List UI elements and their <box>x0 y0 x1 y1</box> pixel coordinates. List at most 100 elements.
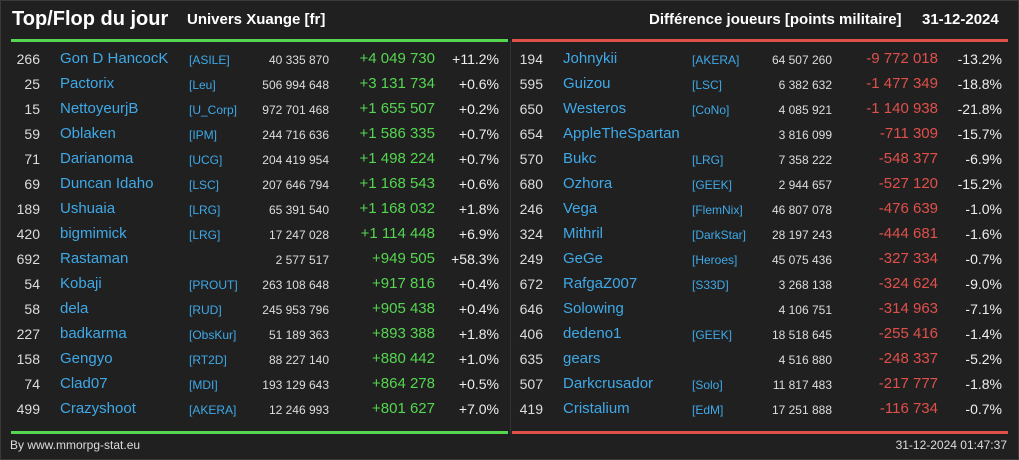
percent-change: +6.9% <box>458 226 499 242</box>
alliance-tag-link[interactable]: [CoNo] <box>692 103 730 117</box>
top-row: 158 Gengyo [RT2D] 88 227 140 +880 442 +1.0% <box>0 347 500 372</box>
alliance-tag-link[interactable]: [LSC] <box>189 178 220 192</box>
player-name-link[interactable]: Bukc <box>563 150 597 167</box>
player-name-link[interactable]: gears <box>563 350 601 367</box>
player-name-link[interactable]: Guizou <box>563 75 611 92</box>
player-name-link[interactable]: dela <box>60 300 89 317</box>
flop-row: 646 Solowing 4 106 751 -314 963 -7.1% <box>503 297 1003 322</box>
player-name-link[interactable]: Cristalium <box>563 400 630 417</box>
player-name-link[interactable]: RafgaZ007 <box>563 275 638 292</box>
player-name-link[interactable]: bigmimick <box>60 225 127 242</box>
player-points: 64 507 260 <box>771 53 832 67</box>
top-row: 74 Clad07 [MDI] 193 129 643 +864 278 +0.5% <box>0 372 500 397</box>
alliance-tag-link[interactable]: [RT2D] <box>189 353 227 367</box>
date-label: 31-12-2024 <box>922 11 999 28</box>
alliance-tag-link[interactable]: [MDI] <box>189 378 218 392</box>
player-name-link[interactable]: badkarma <box>60 325 127 342</box>
alliance-tag-link[interactable]: [LSC] <box>692 78 723 92</box>
alliance-tag-link[interactable]: [LRG] <box>189 203 221 217</box>
alliance-tag-link[interactable]: [Heroes] <box>692 253 738 267</box>
page-title: Top/Flop du jour <box>12 8 169 30</box>
player-points: 4 106 751 <box>778 303 832 317</box>
column-separator <box>510 41 511 434</box>
points-difference: +1 168 032 <box>359 200 436 217</box>
flop-row: 680 Ozhora [GEEK] 2 944 657 -527 120 -15.2% <box>503 172 1003 197</box>
top-row: 54 Kobaji [PROUT] 263 108 648 +917 816 +0.4% <box>0 272 500 297</box>
alliance-tag-link[interactable]: [DarkStar] <box>692 228 747 242</box>
player-name-link[interactable]: Darkcrusador <box>563 375 654 392</box>
alliance-tag-link[interactable]: [PROUT] <box>189 278 238 292</box>
player-name-link[interactable]: Rastaman <box>60 250 129 267</box>
percent-change: -0.7% <box>965 401 1002 417</box>
points-difference: -248 337 <box>878 350 938 367</box>
alliance-tag-link[interactable]: [ASILE] <box>189 53 230 67</box>
alliance-tag-link[interactable]: [EdM] <box>692 403 724 417</box>
player-name-link[interactable]: Kobaji <box>60 275 102 292</box>
alliance-tag-link[interactable]: [LRG] <box>189 228 221 242</box>
percent-change: +0.4% <box>458 276 499 292</box>
points-difference: +905 438 <box>372 300 435 317</box>
alliance-tag-link[interactable]: [RUD] <box>189 303 222 317</box>
points-difference: +4 049 730 <box>359 50 436 67</box>
alliance-tag-link[interactable]: [IPM] <box>189 128 218 142</box>
universe-label: Univers Xuange [fr] <box>187 11 326 28</box>
points-difference: +917 816 <box>372 275 435 292</box>
player-points: 972 701 468 <box>262 103 329 117</box>
player-points: 12 246 993 <box>268 403 329 417</box>
top-row: 189 Ushuaia [LRG] 65 391 540 +1 168 032 +1.8% <box>0 197 500 222</box>
player-name-link[interactable]: dedeno1 <box>563 325 622 342</box>
player-name-link[interactable]: Gengyo <box>60 350 113 367</box>
alliance-tag-link[interactable]: [AKERA] <box>692 53 740 67</box>
flop-row: 324 Mithril [DarkStar] 28 197 243 -444 681 -1… <box>503 222 1003 247</box>
alliance-tag-link[interactable]: [AKERA] <box>189 403 237 417</box>
player-rank: 249 <box>519 251 543 267</box>
player-name-link[interactable]: Pactorix <box>60 75 115 92</box>
alliance-tag-link[interactable]: [ObsKur] <box>189 328 237 342</box>
player-name-link[interactable]: AppleTheSpartan <box>563 125 680 142</box>
source-credit: By www.mmorpg-stat.eu <box>10 438 141 452</box>
player-rank: 406 <box>519 326 543 342</box>
alliance-tag-link[interactable]: [GEEK] <box>692 178 733 192</box>
player-name-link[interactable]: GeGe <box>563 250 604 267</box>
player-rank: 194 <box>519 51 543 67</box>
player-name-link[interactable]: Johnykii <box>563 50 618 67</box>
alliance-tag-link[interactable]: [Leu] <box>189 78 216 92</box>
flop-list: 194 Johnykii [AKERA] 64 507 260 -9 772 018 -1… <box>503 47 1003 422</box>
alliance-tag-link[interactable]: [U_Corp] <box>189 103 238 117</box>
alliance-tag-link[interactable]: [GEEK] <box>692 328 733 342</box>
player-rank: 266 <box>16 51 40 67</box>
player-name-link[interactable]: Oblaken <box>60 125 116 142</box>
player-name-link[interactable]: Crazyshoot <box>60 400 136 417</box>
player-points: 46 807 078 <box>771 203 832 217</box>
alliance-tag-link[interactable]: [LRG] <box>692 153 724 167</box>
player-name-link[interactable]: Duncan Idaho <box>60 175 154 192</box>
player-rank: 71 <box>24 151 40 167</box>
alliance-tag-link[interactable]: [Solo] <box>692 378 723 392</box>
alliance-tag-link[interactable]: [UCG] <box>189 153 223 167</box>
points-difference: +1 586 335 <box>359 125 436 142</box>
player-name-link[interactable]: Mithril <box>563 225 603 242</box>
player-points: 4 516 880 <box>778 353 832 367</box>
player-name-link[interactable]: Vega <box>563 200 598 217</box>
player-rank: 672 <box>519 276 543 292</box>
player-points: 51 189 363 <box>268 328 329 342</box>
player-name-link[interactable]: Clad07 <box>60 375 108 392</box>
player-name-link[interactable]: Solowing <box>563 300 624 317</box>
player-name-link[interactable]: Westeros <box>563 100 627 117</box>
alliance-tag-link[interactable]: [FlemNix] <box>692 203 743 217</box>
player-name-link[interactable]: Darianoma <box>60 150 134 167</box>
player-rank: 324 <box>519 226 543 242</box>
alliance-tag-link[interactable]: [S33D] <box>692 278 729 292</box>
flop-row: 507 Darkcrusador [Solo] 11 817 483 -217 777 -… <box>503 372 1003 397</box>
percent-change: -1.8% <box>965 376 1002 392</box>
player-name-link[interactable]: Ozhora <box>563 175 613 192</box>
points-difference: -711 309 <box>879 125 938 142</box>
player-points: 17 251 888 <box>771 403 832 417</box>
player-name-link[interactable]: NettoyeurjB <box>60 100 139 117</box>
player-rank: 650 <box>519 101 543 117</box>
player-name-link[interactable]: Gon D HancocK <box>60 50 169 67</box>
player-name-link[interactable]: Ushuaia <box>60 200 116 217</box>
flop-row: 595 Guizou [LSC] 6 382 632 -1 477 349 -18.8% <box>503 72 1003 97</box>
flop-row: 194 Johnykii [AKERA] 64 507 260 -9 772 018 -1… <box>503 47 1003 72</box>
player-points: 207 646 794 <box>262 178 329 192</box>
